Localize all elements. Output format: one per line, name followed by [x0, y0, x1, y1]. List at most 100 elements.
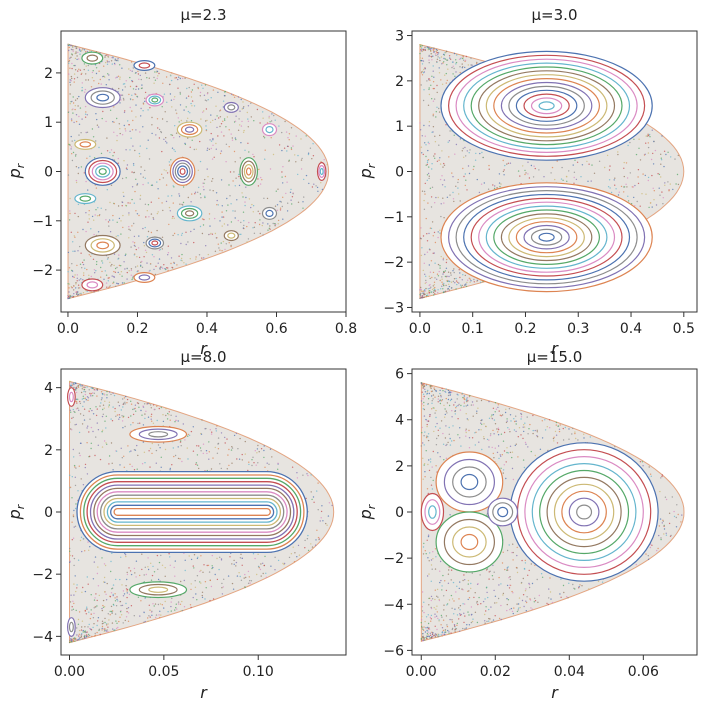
orbit-point — [650, 158, 653, 161]
orbit-point — [131, 225, 133, 227]
orbit-point — [239, 124, 241, 126]
orbit-point — [264, 555, 266, 558]
orbit-point — [475, 152, 477, 155]
orbit-point — [241, 108, 243, 110]
orbit-point — [551, 601, 554, 604]
orbit-point — [466, 281, 468, 284]
orbit-point — [654, 149, 657, 152]
orbit-point — [71, 159, 74, 162]
orbit-ring — [440, 182, 653, 293]
orbit-point — [232, 588, 235, 590]
orbit-point — [68, 60, 70, 63]
orbit-point — [144, 100, 146, 103]
island — [261, 206, 278, 220]
orbit-point — [139, 74, 141, 77]
orbit-point — [106, 390, 108, 393]
orbit-point — [436, 278, 438, 280]
orbit-point — [110, 184, 113, 186]
orbit-point — [117, 401, 120, 403]
orbit-point — [259, 232, 261, 235]
orbit-point — [243, 224, 245, 227]
orbit-point — [85, 180, 87, 183]
orbit-point — [111, 462, 113, 464]
orbit-point — [122, 226, 124, 229]
orbit-point — [106, 624, 108, 626]
orbit-point — [161, 173, 163, 175]
orbit-point — [113, 253, 116, 255]
orbit-point — [121, 177, 124, 180]
orbit-point — [70, 135, 72, 138]
orbit-point — [459, 284, 462, 286]
orbit-point — [90, 86, 93, 88]
orbit-point — [442, 288, 444, 290]
orbit-point — [93, 233, 95, 236]
orbit-point — [75, 51, 77, 53]
orbit-point — [145, 573, 147, 576]
orbit-point — [96, 605, 98, 607]
orbit-point — [91, 215, 94, 218]
orbit-point — [116, 139, 118, 142]
orbit-point — [108, 619, 110, 621]
orbit-point — [478, 596, 480, 599]
orbit-point — [80, 391, 83, 394]
orbit-point — [109, 610, 111, 613]
orbit-point — [205, 100, 208, 102]
orbit-point — [660, 157, 662, 159]
orbit-point — [168, 414, 170, 416]
orbit-point — [71, 497, 73, 499]
orbit-point — [81, 591, 83, 593]
orbit-point — [170, 610, 172, 612]
orbit-point — [172, 234, 174, 237]
orbit-point — [451, 61, 454, 63]
orbit-point — [517, 603, 520, 605]
orbit-point — [156, 181, 158, 183]
y-axis-label-subscript: r — [14, 503, 27, 509]
orbit-point — [672, 188, 674, 191]
orbit-point — [647, 142, 649, 144]
orbit-point — [226, 116, 229, 118]
orbit-point — [156, 229, 158, 232]
orbit-point — [196, 557, 199, 560]
orbit-point — [133, 202, 135, 204]
y-tick-label: 3 — [395, 29, 404, 45]
orbit-point — [124, 619, 127, 622]
orbit-point — [120, 99, 122, 101]
orbit-point — [455, 143, 458, 146]
orbit-point — [436, 49, 438, 52]
orbit-point — [423, 190, 426, 193]
orbit-point — [448, 285, 451, 288]
orbit-point — [637, 182, 640, 185]
orbit-point — [89, 50, 91, 52]
orbit-point — [84, 466, 87, 469]
orbit-point — [229, 556, 231, 558]
orbit-ring — [96, 491, 288, 533]
orbit-point — [502, 159, 504, 162]
orbit-point — [206, 93, 209, 95]
orbit-point — [219, 109, 222, 111]
orbit-ring — [184, 126, 195, 133]
orbit-point — [263, 135, 265, 138]
orbit-point — [206, 452, 208, 455]
orbit-point — [323, 159, 325, 161]
orbit-point — [448, 433, 450, 435]
orbit-point — [288, 160, 290, 162]
orbit-point — [147, 204, 150, 206]
orbit-point — [209, 139, 211, 141]
orbit-point — [69, 486, 72, 488]
orbit-point — [68, 62, 70, 65]
orbit-point — [490, 416, 492, 418]
orbit-point — [429, 287, 431, 290]
orbit-point — [83, 388, 86, 391]
orbit-point — [236, 458, 238, 460]
orbit-point — [81, 388, 84, 390]
orbit-point — [199, 160, 202, 163]
orbit-point — [190, 91, 193, 93]
orbit-point — [536, 435, 538, 437]
orbit-point — [279, 207, 282, 209]
orbit-point — [427, 557, 429, 559]
orbit-point — [444, 275, 447, 278]
orbit-point — [194, 191, 197, 193]
orbit-point — [425, 287, 427, 290]
orbit-point — [88, 389, 90, 391]
orbit-point — [165, 414, 167, 417]
